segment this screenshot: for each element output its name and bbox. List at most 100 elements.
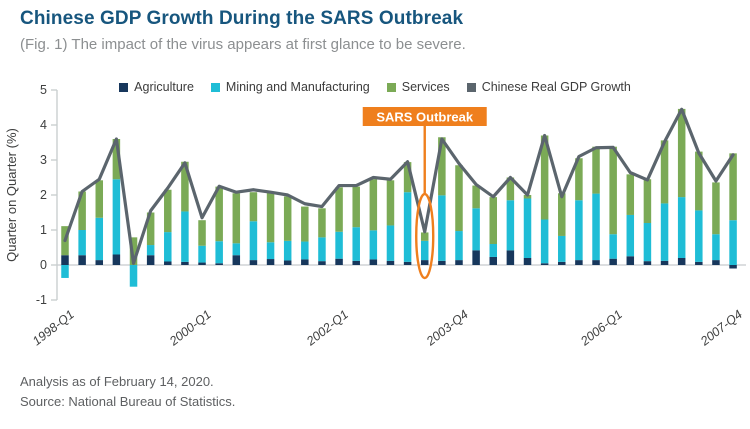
agriculture-swatch-icon bbox=[119, 82, 129, 92]
legend-item-mining: Mining and Manufacturing bbox=[210, 80, 370, 94]
y-axis-tick-label: 5 bbox=[40, 83, 47, 97]
bar-segment-services bbox=[95, 180, 104, 218]
bar-segment-mining-and-manufacturing bbox=[506, 200, 515, 251]
bar-segment-agriculture bbox=[626, 256, 635, 265]
bar-segment-services bbox=[695, 151, 703, 211]
bar-segment-agriculture bbox=[146, 255, 155, 265]
bar-segment-agriculture bbox=[386, 260, 395, 265]
bar-segment-agriculture bbox=[455, 260, 463, 265]
bar-segment-agriculture bbox=[112, 254, 121, 265]
bar-segment-services bbox=[438, 137, 446, 196]
bar-segment-mining-and-manufacturing bbox=[626, 214, 635, 257]
bar-segment-agriculture bbox=[523, 258, 532, 265]
source-note: Analysis as of February 14, 2020. Source… bbox=[20, 372, 235, 412]
y-axis-title: Quarter on Quarter (%) bbox=[4, 128, 19, 262]
mining-swatch-icon bbox=[210, 82, 220, 92]
legend-label: Mining and Manufacturing bbox=[225, 80, 370, 94]
bar-segment-mining-and-manufacturing bbox=[369, 230, 378, 260]
y-axis-tick-label: 3 bbox=[40, 153, 47, 167]
x-axis-tick-label: 2000-Q1 bbox=[166, 307, 214, 349]
bar-segment-mining-and-manufacturing bbox=[181, 211, 189, 262]
chart-legend: Agriculture Mining and Manufacturing Ser… bbox=[0, 80, 750, 94]
sars-callout-box bbox=[362, 107, 487, 126]
legend-label: Services bbox=[401, 80, 450, 94]
bar-segment-agriculture bbox=[198, 262, 206, 265]
y-axis-tick-label: 0 bbox=[40, 258, 47, 272]
bar-segment-mining-and-manufacturing bbox=[146, 245, 155, 256]
bar-segment-agriculture bbox=[506, 250, 515, 265]
bar-segment-agriculture bbox=[609, 258, 617, 265]
bar-segment-mining-and-manufacturing bbox=[489, 244, 497, 257]
bar-segment-services bbox=[369, 179, 378, 231]
bar-segment-agriculture bbox=[660, 260, 669, 265]
gdp-growth-line bbox=[63, 107, 735, 265]
bar-segment-mining-and-manufacturing bbox=[712, 234, 720, 261]
bar-segment-agriculture bbox=[232, 255, 241, 265]
legend-label: Agriculture bbox=[134, 80, 194, 94]
bar-segment-mining-and-manufacturing bbox=[232, 243, 241, 256]
bar-segment-services bbox=[712, 182, 720, 235]
gdp-line-swatch-icon bbox=[466, 82, 476, 92]
bar-segment-agriculture bbox=[712, 260, 720, 265]
bar-segment-mining-and-manufacturing bbox=[438, 195, 446, 261]
bar-segment-mining-and-manufacturing bbox=[403, 192, 412, 262]
bar-segment-mining-and-manufacturing bbox=[78, 230, 86, 256]
bar-segment-services bbox=[232, 193, 241, 244]
bar-segment-mining-and-manufacturing bbox=[523, 198, 532, 258]
bar-segment-mining-and-manufacturing bbox=[558, 235, 566, 262]
bar-segment-mining-and-manufacturing bbox=[575, 200, 583, 261]
bar-segment-services bbox=[472, 185, 480, 209]
bar-segment-services bbox=[386, 180, 395, 226]
bar-segment-agriculture bbox=[677, 258, 686, 265]
bar-segment-agriculture bbox=[369, 259, 378, 265]
bar-segment-services bbox=[506, 177, 515, 201]
x-axis-tick-label: 2007-Q4 bbox=[697, 307, 745, 349]
bar-segment-services bbox=[575, 158, 583, 201]
bar-segment-services bbox=[112, 139, 121, 180]
legend-label: Chinese Real GDP Growth bbox=[481, 80, 631, 94]
bar-segment-services bbox=[283, 196, 292, 241]
bar-segment-mining-and-manufacturing bbox=[164, 232, 172, 262]
bar-segment-agriculture bbox=[318, 261, 326, 265]
bar-segment-mining-and-manufacturing bbox=[198, 245, 206, 263]
bar-segment-services bbox=[455, 165, 463, 232]
bar-segment-agriculture bbox=[729, 265, 737, 269]
x-axis-tick-label: 2003-Q4 bbox=[423, 307, 471, 349]
bar-segment-services bbox=[626, 174, 635, 215]
bar-segment-mining-and-manufacturing bbox=[95, 217, 104, 261]
bar-segment-services bbox=[592, 146, 600, 194]
bar-segment-mining-and-manufacturing bbox=[660, 203, 669, 261]
bar-segment-services bbox=[164, 189, 172, 233]
bar-segment-agriculture bbox=[61, 255, 69, 265]
bar-segment-services bbox=[420, 232, 429, 241]
bar-segment-services bbox=[249, 192, 258, 222]
y-axis-tick-label: 1 bbox=[40, 223, 47, 237]
bar-segment-services bbox=[660, 140, 669, 204]
sars-annotation: SARS Outbreak bbox=[362, 107, 487, 280]
sars-callout-label: SARS Outbreak bbox=[376, 110, 474, 125]
bar-segment-agriculture bbox=[78, 255, 86, 265]
page-title: Chinese GDP Growth During the SARS Outbr… bbox=[20, 8, 464, 29]
bar-segment-services bbox=[677, 108, 686, 198]
legend-item-services: Services bbox=[386, 80, 450, 94]
bar-segment-mining-and-manufacturing bbox=[301, 241, 309, 260]
bar-segment-services bbox=[523, 195, 532, 199]
bar-segment-mining-and-manufacturing bbox=[729, 220, 737, 265]
bar-segment-services bbox=[198, 220, 206, 246]
bar-segment-mining-and-manufacturing bbox=[677, 197, 686, 258]
bar-segment-services bbox=[266, 192, 275, 243]
bar-segment-mining-and-manufacturing bbox=[609, 234, 617, 259]
bar-segment-mining-and-manufacturing bbox=[283, 240, 292, 261]
bar-segment-agriculture bbox=[266, 259, 275, 265]
bar-segment-agriculture bbox=[249, 260, 258, 265]
bar-segment-services bbox=[318, 208, 326, 238]
y-axis-tick-label: 4 bbox=[40, 118, 47, 132]
bar-segment-mining-and-manufacturing bbox=[249, 221, 258, 261]
y-axis-tick-label: -1 bbox=[36, 293, 47, 307]
data-source-note: Source: National Bureau of Statistics. bbox=[20, 394, 236, 409]
bar-segment-agriculture bbox=[438, 260, 446, 265]
sars-ellipse bbox=[415, 192, 435, 280]
bar-segment-agriculture bbox=[181, 261, 189, 265]
bar-segment-mining-and-manufacturing bbox=[61, 265, 69, 278]
